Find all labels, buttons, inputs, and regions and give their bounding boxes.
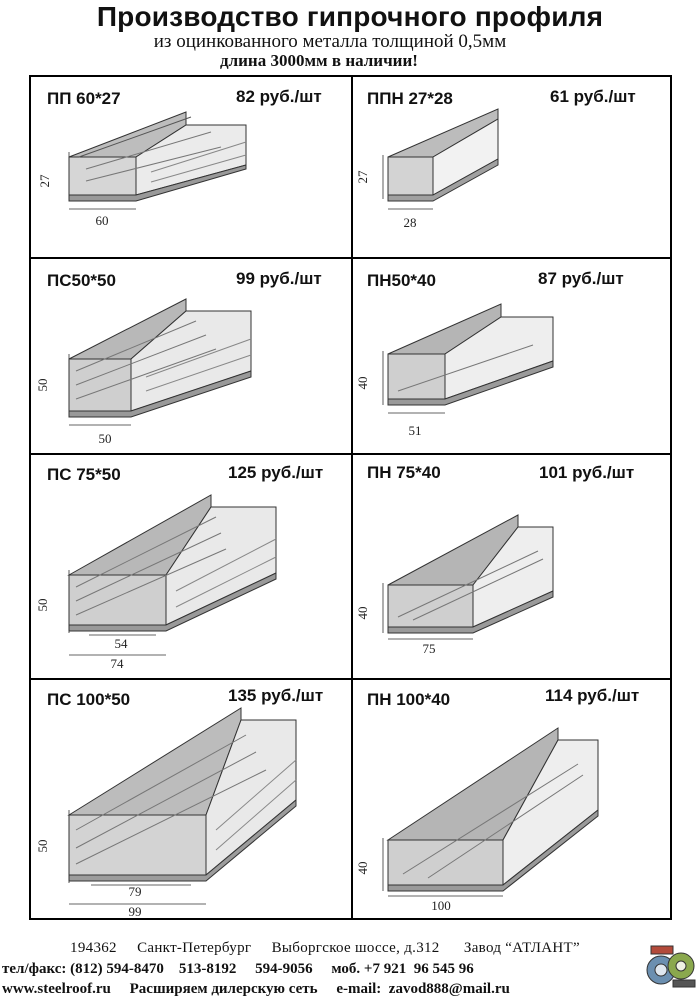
profile-drawing: 27 28: [355, 108, 499, 230]
availability-note: длина 3000мм в наличии!: [220, 51, 418, 70]
product-name: ПС 75*50: [47, 465, 121, 484]
product-name: ПП 60*27: [47, 89, 121, 108]
dimension-width: 74: [111, 656, 125, 671]
product-name: ПС50*50: [47, 271, 116, 290]
dimension-width: 75: [423, 641, 436, 656]
footer-address: 194362 Санкт-Петербург Выборгское шоссе,…: [70, 940, 580, 956]
product-grid: [29, 75, 672, 920]
grid-divider-vertical: [351, 75, 353, 920]
product-price: 82 руб./шт: [236, 87, 322, 106]
product-price: 101 руб./шт: [539, 463, 635, 482]
product-price: 87 руб./шт: [538, 269, 624, 288]
footer-phones: тел/факс: (812) 594-8470 513-8192 594-90…: [2, 961, 474, 977]
product-card: ПН 75*40 101 руб./шт 40 75: [353, 455, 670, 678]
product-price: 99 руб./шт: [236, 269, 322, 288]
product-name: ПН 100*40: [367, 690, 451, 709]
product-card: ПС50*50 99 руб./шт 50 50: [31, 259, 351, 453]
product-card: ПП 60*27 82 руб./шт 27 60: [31, 77, 351, 257]
product-price: 61 руб./шт: [550, 87, 636, 106]
product-price: 114 руб./шт: [545, 686, 640, 705]
dimension-width: 28: [404, 215, 417, 230]
product-name: ППН 27*28: [367, 89, 453, 108]
profile-drawing: 40 100: [355, 727, 599, 913]
dimension-height: 27: [37, 174, 52, 188]
dimension-height: 50: [35, 379, 50, 392]
product-price: 135 руб./шт: [228, 686, 324, 705]
dimension-height: 40: [355, 607, 370, 620]
dimension-width: 99: [129, 904, 142, 919]
dimension-height: 50: [35, 840, 50, 853]
dimension-width: 51: [409, 423, 422, 438]
dimension-width: 50: [99, 431, 112, 446]
product-name: ПН50*40: [367, 271, 436, 290]
page-subtitle: из оцинкованного металла толщиной 0,5мм: [153, 31, 507, 52]
metal-rolls-icon: [643, 940, 698, 990]
product-card: ПС 100*50 135 руб./шт 50 79 99: [31, 680, 351, 919]
footer-web: www.steelroof.ru Расширяем дилерскую сет…: [2, 981, 510, 997]
grid-divider-row-3: [29, 678, 672, 680]
dimension-width: 60: [96, 213, 109, 228]
grid-divider-row-2: [29, 453, 672, 455]
profile-drawing: 27 60: [37, 111, 247, 228]
dimension-height: 27: [355, 170, 370, 184]
profile-drawing: 40 51: [355, 303, 554, 438]
grid-divider-row-1: [29, 257, 672, 259]
product-name: ПС 100*50: [47, 690, 131, 709]
dimension-height: 40: [355, 862, 370, 875]
profile-drawing: 50 54 74: [35, 494, 277, 671]
product-card: ППН 27*28 61 руб./шт 27 28: [353, 77, 670, 257]
product-price: 125 руб./шт: [228, 463, 324, 482]
profile-drawing: 50 50: [35, 298, 252, 446]
dimension-inner-width: 54: [115, 636, 129, 651]
dimension-inner-width: 79: [129, 884, 142, 899]
product-card: ПН 100*40 114 руб./шт 40 100: [353, 680, 670, 918]
page-title: Производство гипрочного профиля: [96, 1, 604, 32]
dimension-height: 40: [355, 377, 370, 390]
product-name: ПН 75*40: [367, 463, 441, 482]
product-card: ПН50*40 87 руб./шт 40 51: [353, 259, 670, 453]
dimension-width: 100: [431, 898, 451, 913]
dimension-height: 50: [35, 599, 50, 612]
product-card: ПС 75*50 125 руб./шт 50 54 74: [31, 455, 351, 678]
profile-drawing: 50 79 99: [35, 707, 297, 919]
profile-drawing: 40 75: [355, 514, 554, 656]
